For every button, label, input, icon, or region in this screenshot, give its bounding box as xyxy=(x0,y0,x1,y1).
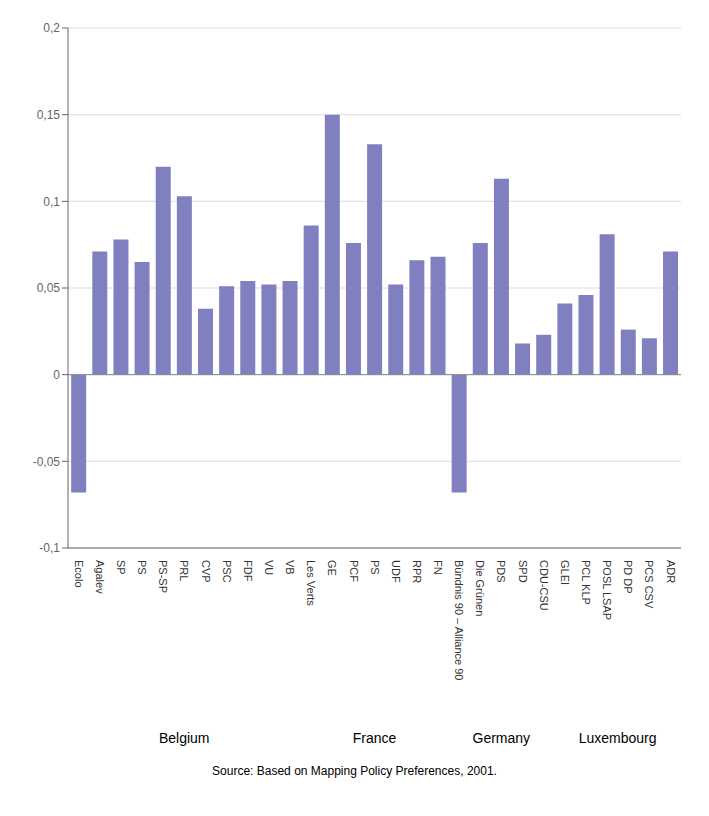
svg-text:0,15: 0,15 xyxy=(37,108,61,122)
svg-text:CVP: CVP xyxy=(200,560,212,583)
svg-text:PD DP: PD DP xyxy=(622,560,634,594)
svg-text:CDU-CSU: CDU-CSU xyxy=(538,560,550,611)
svg-text:POSL LSAP: POSL LSAP xyxy=(601,560,613,620)
svg-text:0: 0 xyxy=(53,368,60,382)
svg-text:Agalev: Agalev xyxy=(94,560,106,594)
svg-text:0,2: 0,2 xyxy=(43,21,60,35)
html-text:Luxembourg: Luxembourg xyxy=(578,730,657,746)
svg-text:PS: PS xyxy=(369,560,381,575)
html-text:Source: Based on Mapping Polic: Source: Based on Mapping Policy Preferen… xyxy=(212,764,497,778)
svg-text:Die Grünen: Die Grünen xyxy=(474,560,486,616)
html-text:France: France xyxy=(352,730,397,746)
svg-text:Bündnis 90 – Alliance 90: Bündnis 90 – Alliance 90 xyxy=(453,560,465,680)
svg-text:Les Verts: Les Verts xyxy=(305,560,317,606)
svg-text:-0,1: -0,1 xyxy=(39,541,60,555)
svg-text:UDF: UDF xyxy=(390,560,402,583)
svg-text:0,1: 0,1 xyxy=(43,195,60,209)
svg-text:RPR: RPR xyxy=(411,560,423,583)
svg-text:FN: FN xyxy=(432,560,444,575)
svg-text:Ecolo: Ecolo xyxy=(73,560,85,588)
svg-text:PS: PS xyxy=(136,560,148,575)
svg-text:PCF: PCF xyxy=(348,560,360,582)
svg-text:VU: VU xyxy=(263,560,275,575)
svg-text:VB: VB xyxy=(284,560,296,575)
html-text:Germany: Germany xyxy=(472,730,531,746)
svg-text:GE: GE xyxy=(326,560,338,576)
svg-text:PCS CSV: PCS CSV xyxy=(643,560,655,609)
svg-text:GLEI: GLEI xyxy=(559,560,571,585)
svg-text:-0,05: -0,05 xyxy=(33,455,61,469)
svg-text:SP: SP xyxy=(115,560,127,575)
svg-text:PS-SP: PS-SP xyxy=(157,560,169,593)
svg-text:ADR: ADR xyxy=(665,560,677,583)
svg-text:PCL KLP: PCL KLP xyxy=(580,560,592,605)
svg-text:PDS: PDS xyxy=(495,560,507,583)
svg-text:PSC: PSC xyxy=(221,560,233,583)
svg-text:0,05: 0,05 xyxy=(37,281,61,295)
svg-text:FDF: FDF xyxy=(242,560,254,582)
svg-text:SPD: SPD xyxy=(517,560,529,583)
html-text:Belgium: Belgium xyxy=(159,730,210,746)
svg-text:PRL: PRL xyxy=(178,560,190,581)
